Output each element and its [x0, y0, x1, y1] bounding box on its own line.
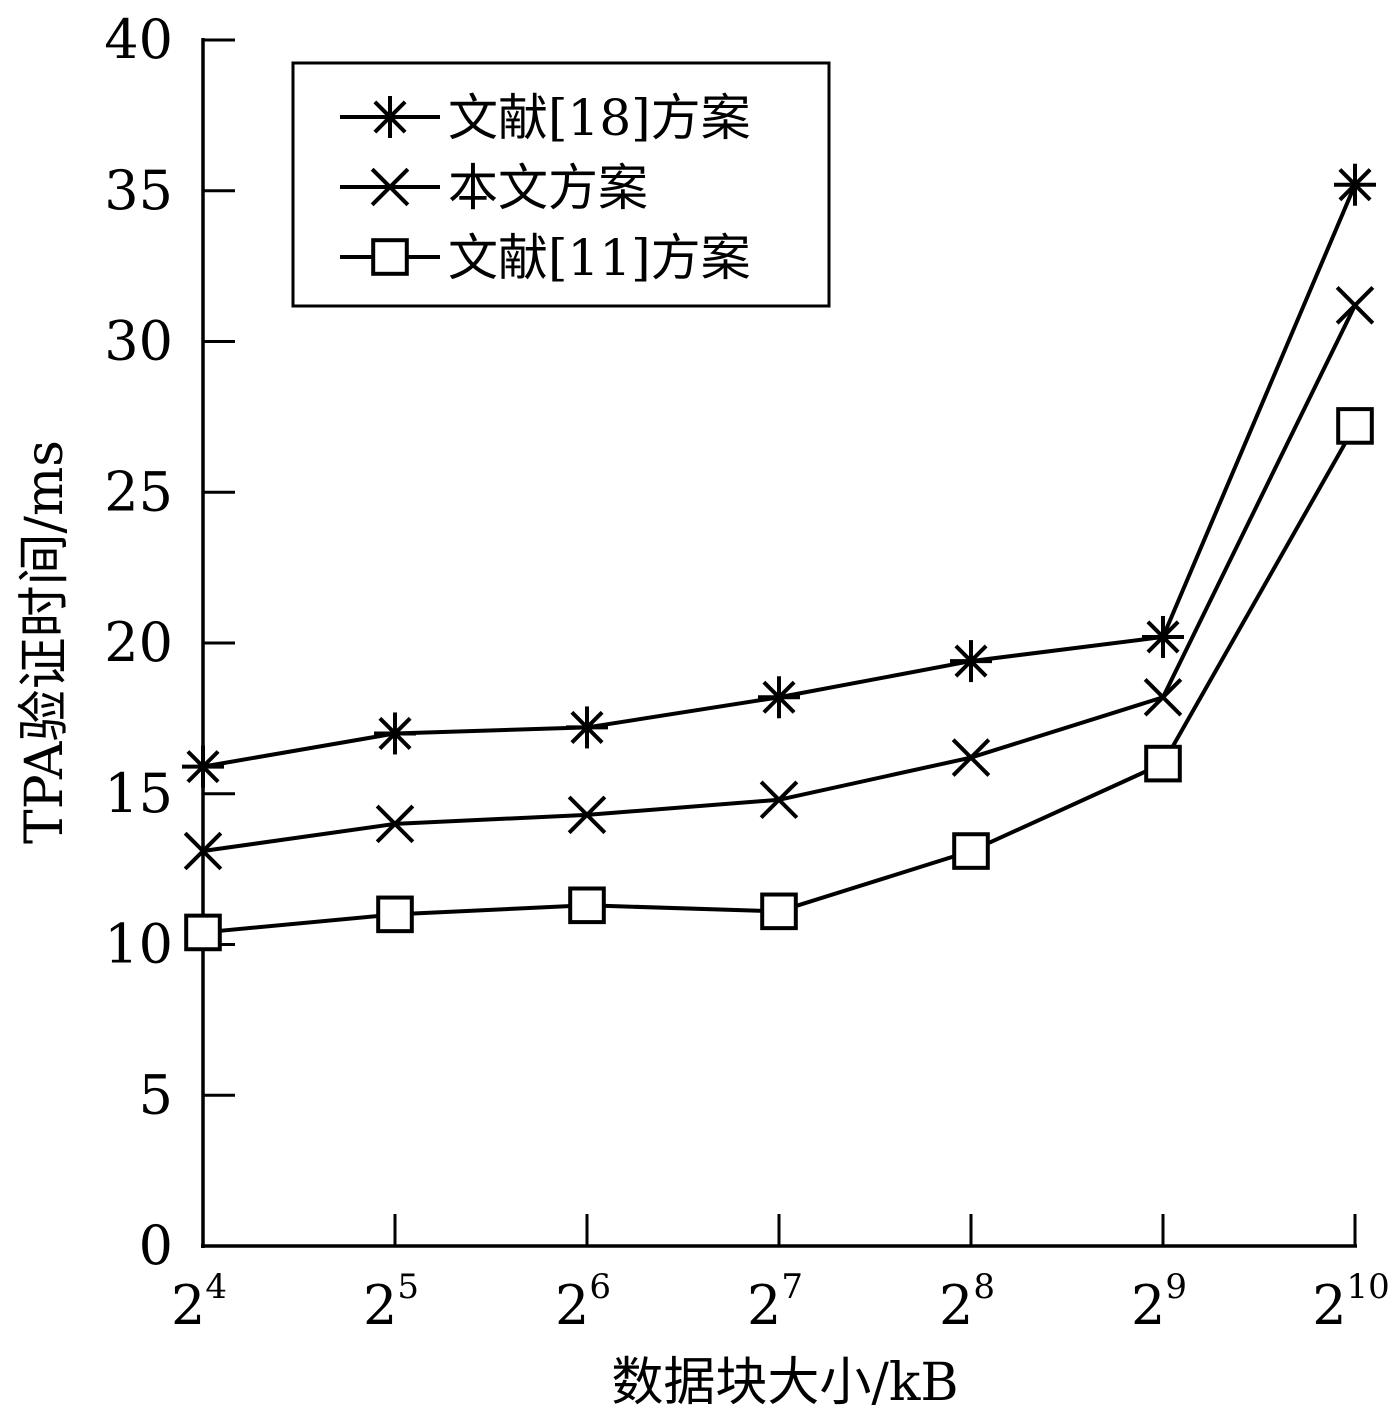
- series-line-2: [202, 304, 1357, 854]
- series-3-point: [568, 886, 606, 925]
- legend-label: 文献[11]方案: [448, 229, 751, 287]
- x-tick-label: 29: [1131, 1267, 1187, 1337]
- series-3-point: [952, 832, 990, 870]
- x-tick-label: 24: [171, 1267, 227, 1337]
- legend-marker: [369, 96, 411, 138]
- series-1-point: [950, 640, 992, 683]
- series-3-point: [184, 913, 222, 952]
- x-tick-label: 27: [747, 1267, 803, 1337]
- legend-label: 文献[18]方案: [448, 89, 751, 147]
- y-tick-label: 40: [104, 8, 173, 71]
- series-3-point: [1336, 407, 1374, 445]
- y-tick-label: 15: [104, 762, 173, 825]
- x-ticks: 24 25 26 27 28 29 210: [171, 1214, 1390, 1337]
- y-axis-title: TPA验证时间/ms: [15, 440, 75, 844]
- legend-marker: [371, 238, 409, 276]
- y-tick-label: 0: [139, 1214, 173, 1277]
- y-tick-label: 35: [104, 159, 173, 222]
- y-tick-label: 10: [104, 913, 173, 976]
- series-2-point: [951, 738, 991, 777]
- series: [182, 163, 1376, 952]
- series-1-point: [1142, 615, 1184, 658]
- series-2-point: [375, 804, 415, 844]
- x-tick-label: 25: [363, 1267, 419, 1337]
- x-axis-title: 数据块大小/kB: [611, 1353, 958, 1413]
- series-2-point: [1143, 678, 1183, 717]
- y-tick-label: 5: [139, 1063, 173, 1126]
- y-ticks: 0 5 10 15 20 25 30 35 40: [104, 8, 235, 1277]
- y-tick-label: 30: [104, 310, 173, 373]
- series-2-point: [1335, 286, 1375, 325]
- series-2-point: [759, 780, 799, 820]
- series-3-point: [760, 892, 798, 931]
- legend-label: 本文方案: [448, 159, 648, 217]
- x-tick-label: 28: [939, 1267, 995, 1337]
- series-2-point: [183, 831, 223, 871]
- x-tick-label: 26: [555, 1267, 611, 1337]
- y-tick-label: 20: [104, 611, 173, 674]
- x-tick-label: 210: [1312, 1267, 1390, 1337]
- series-2-point: [567, 795, 607, 835]
- series-1-point: [374, 712, 416, 755]
- series-1-point: [182, 745, 224, 788]
- series-1-point: [1334, 163, 1376, 206]
- series-3-point: [1144, 744, 1182, 783]
- series-1-point: [758, 676, 800, 719]
- y-tick-label: 25: [104, 460, 173, 523]
- series-3-point: [376, 895, 414, 934]
- series-1-point: [566, 706, 608, 749]
- legend-marker: [370, 167, 410, 207]
